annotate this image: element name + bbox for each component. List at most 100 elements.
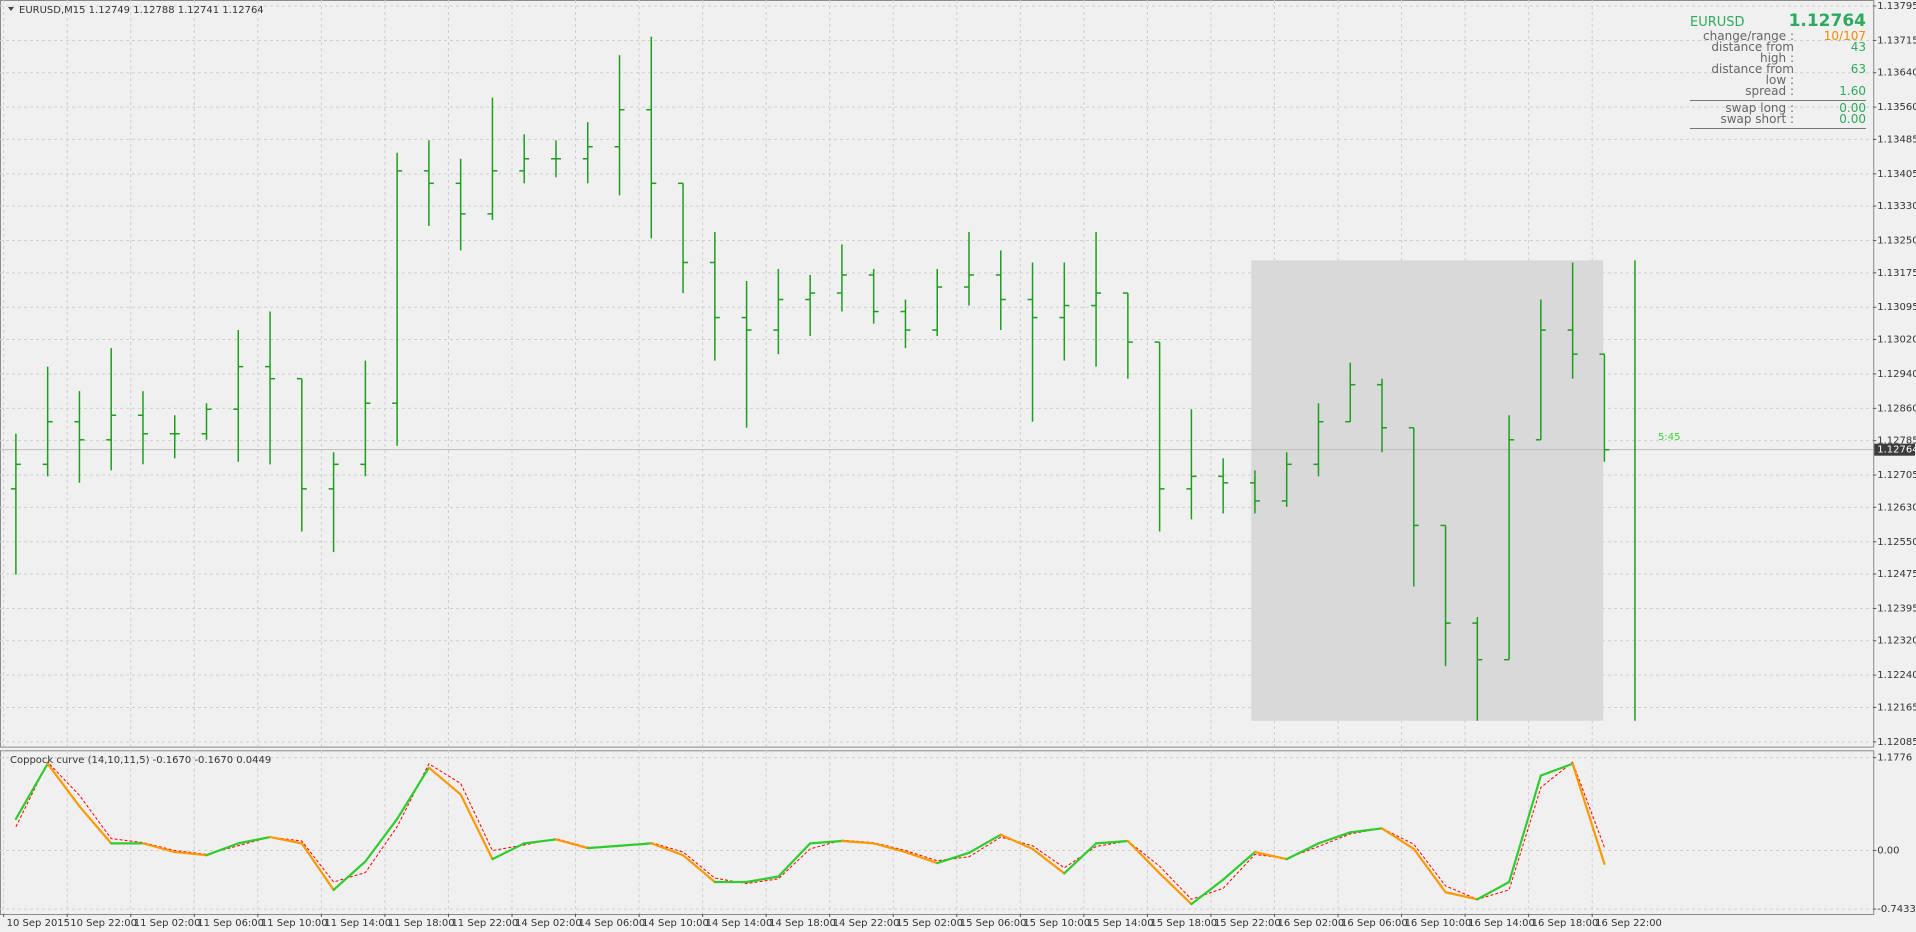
info-rows: change/range :10/107 distance from high :…: [1690, 29, 1866, 98]
marks: 1.12764 5:45: [10, 36, 1916, 906]
info-label: swap short :: [1720, 112, 1794, 126]
indicator-segment: [999, 833, 1034, 850]
current-price-box: [1874, 443, 1915, 456]
y-tick-label: -0.7433: [1877, 904, 1916, 915]
y-tick-label: 1.12550: [1877, 537, 1916, 548]
y-tick-label: 1.13095: [1877, 302, 1916, 313]
indicator-segment: [936, 851, 971, 865]
indicator-segment: [554, 838, 589, 850]
indicator-segment: [173, 850, 208, 857]
high-price: 1.12788: [133, 5, 174, 16]
indicator-segment: [650, 842, 685, 857]
y-tick-label: 1.13795: [1877, 1, 1916, 12]
indicator-segment: [1031, 847, 1066, 875]
indicator-segment: [332, 860, 367, 891]
current-price-label: 1.12764: [1877, 445, 1916, 456]
info-row: distance from high : 43: [1690, 40, 1866, 65]
x-tick-label: 11 Sep 10:00: [261, 918, 328, 929]
x-tick-label: 15 Sep 10:00: [1023, 918, 1090, 929]
indicator-params: (14,10,11,5): [88, 755, 150, 766]
y-tick-label: 1.12860: [1877, 403, 1916, 414]
timer: 5:45: [1658, 432, 1680, 443]
info-value: 1.60: [1839, 84, 1866, 98]
x-tick-label: 15 Sep 22:00: [1214, 918, 1281, 929]
menu-arrow[interactable]: [8, 7, 14, 11]
x-tick-label: 11 Sep 06:00: [197, 918, 264, 929]
y-tick-label: 1.12240: [1877, 670, 1916, 681]
x-tick-label: 11 Sep 02:00: [134, 918, 201, 929]
info-top: EURUSD 1.12764: [1690, 13, 1866, 30]
indicator-segment: [523, 838, 558, 845]
indicator-segment: [78, 805, 113, 845]
x-tick-label: 14 Sep 18:00: [769, 918, 836, 929]
x-tick-label: 16 Sep 14:00: [1468, 918, 1535, 929]
x-tick-label: 11 Sep 14:00: [324, 918, 391, 929]
indicator-segment: [396, 766, 431, 821]
indicator-segment: [1158, 872, 1193, 906]
info-label: distance from high :: [1711, 40, 1794, 65]
y-tick-label: 1.13485: [1877, 134, 1916, 145]
indicator-name: Coppock curve: [10, 755, 84, 766]
x-tick-label: 15 Sep 18:00: [1150, 918, 1217, 929]
indicator-value: 0.0449: [236, 755, 271, 766]
header: EURUSD,M15 1.12749 1.12788 1.12741 1.127…: [19, 5, 264, 16]
info-row: swap long : 0.00: [1690, 101, 1866, 115]
info-row: change/range : 10/107: [1690, 29, 1866, 43]
info-label: spread :: [1745, 84, 1794, 98]
indicator-segment: [586, 844, 621, 850]
x-tick-label: 15 Sep 06:00: [960, 918, 1027, 929]
y-tick-label: 1.12475: [1877, 569, 1916, 580]
y-tick-label: 1.12395: [1877, 603, 1916, 614]
x-tick-label: 15 Sep 02:00: [896, 918, 963, 929]
indicator-segment: [1063, 842, 1098, 875]
separator: [1690, 128, 1866, 129]
y-tick-label: 1.13560: [1877, 102, 1916, 113]
y-tick-label: 1.13405: [1877, 169, 1916, 180]
indicator-segment: [1476, 880, 1511, 901]
y-tick-label: 1.13330: [1877, 201, 1916, 212]
y-tick-label: 1.13020: [1877, 335, 1916, 346]
info-row: spread : 1.60: [1690, 84, 1866, 98]
indicator-segment: [364, 817, 399, 863]
indicator-header: Coppock curve (14,10,11,5) -0.1670 -0.16…: [10, 755, 271, 766]
indicator-segment: [1126, 839, 1161, 875]
x-tick-label: 16 Sep 10:00: [1405, 918, 1472, 929]
y-tick-label: 1.12705: [1877, 470, 1916, 481]
indicator-segment: [491, 842, 526, 861]
info-row: swap short : 0.00: [1690, 112, 1866, 126]
info-value: 0.00: [1839, 101, 1866, 115]
x-tick-label: 11 Sep 22:00: [451, 918, 518, 929]
indicator-segment: [1444, 891, 1479, 901]
indicator-segment: [1253, 850, 1288, 861]
indicator-segment: [1285, 842, 1320, 861]
y-tick-label: 1.12085: [1877, 737, 1916, 748]
indicator-segment: [1412, 847, 1447, 894]
x-tick-label: 16 Sep 02:00: [1277, 918, 1344, 929]
range-box: [1251, 260, 1604, 721]
indicator-segment: [1317, 831, 1352, 845]
y-tick-label: 1.12940: [1877, 369, 1916, 380]
info-label: swap long :: [1725, 101, 1794, 115]
x-tick-label: 10 Sep 22:00: [70, 918, 137, 929]
y-tick-label: 1.12630: [1877, 502, 1916, 513]
indicator-segment: [459, 793, 494, 861]
x-tick-label: 15 Sep 14:00: [1087, 918, 1154, 929]
indicator-segment: [1222, 850, 1257, 881]
info-symbol: EURUSD: [1690, 15, 1745, 30]
x-tick-label: 10 Sep 2015: [7, 918, 70, 929]
signal-line: [15, 761, 1605, 900]
y-tick-label: 0.00: [1877, 845, 1899, 856]
indicator-segment: [1539, 762, 1574, 777]
info-swaps: swap long : 0.00 swap short : 0.00: [1690, 101, 1866, 126]
indicator-segment: [141, 842, 176, 854]
symbol: EURUSD,M15: [19, 5, 85, 16]
indicator-segment: [237, 835, 272, 845]
y-tick-label: 1.1776: [1877, 753, 1912, 764]
info-value: 43: [1850, 40, 1866, 54]
x-tick-label: 16 Sep 22:00: [1595, 918, 1662, 929]
indicator-segment: [1190, 878, 1225, 906]
info-value: 10/107: [1823, 29, 1866, 43]
